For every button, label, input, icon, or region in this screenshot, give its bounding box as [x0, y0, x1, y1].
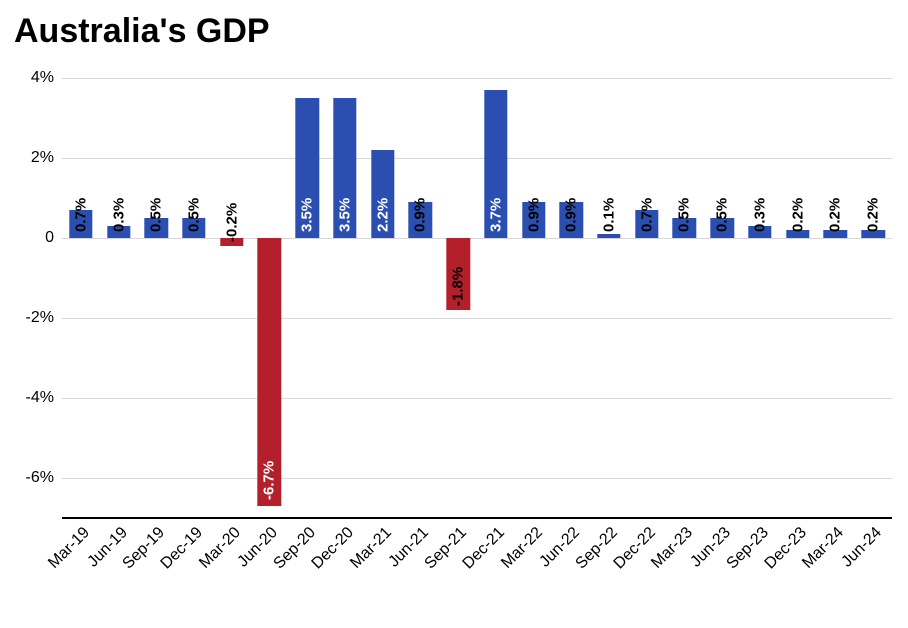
bar-value-label: 0.5%	[148, 198, 165, 232]
bar-slot: 0.9%Mar-22	[515, 78, 553, 518]
bar-slot: 0.5%Sep-19	[137, 78, 175, 518]
bar-value-label: 0.2%	[789, 198, 806, 232]
bar-value-label: 0.5%	[676, 198, 693, 232]
bar-slot: 0.3%Sep-23	[741, 78, 779, 518]
x-tick-label: Sep-23	[723, 524, 772, 573]
bar-slot: 3.5%Sep-20	[288, 78, 326, 518]
bar-value-label: 0.3%	[751, 198, 768, 232]
bar-slot: -0.2%Mar-20	[213, 78, 251, 518]
x-tick-label: Mar-21	[347, 524, 396, 573]
bar-slot: 3.5%Dec-20	[326, 78, 364, 518]
bar-value-label: 0.7%	[72, 198, 89, 232]
x-tick-label: Mar-22	[498, 524, 547, 573]
bar-value-label: 3.7%	[487, 198, 504, 232]
bar-value-label: -0.2%	[223, 203, 240, 242]
bar-slot: 0.5%Jun-23	[703, 78, 741, 518]
x-tick-label: Mar-19	[45, 524, 94, 573]
y-tick-label: -2%	[26, 309, 62, 327]
bar-value-label: 0.9%	[412, 198, 429, 232]
bar-value-label: 0.5%	[186, 198, 203, 232]
bar-value-label: 0.9%	[563, 198, 580, 232]
bar-value-label: 0.5%	[714, 198, 731, 232]
bar-value-label: -6.7%	[261, 461, 278, 500]
x-tick-label: Mar-23	[649, 524, 698, 573]
gdp-bar-chart: Australia's GDP 4%2%0-2%-4%-6%0.7%Mar-19…	[0, 0, 908, 628]
bar-slot: -1.8%Sep-21	[439, 78, 477, 518]
y-tick-label: -6%	[26, 469, 62, 487]
x-tick-label: Sep-20	[271, 524, 320, 573]
bar-slot: 0.2%Jun-24	[854, 78, 892, 518]
chart-title: Australia's GDP	[14, 12, 270, 51]
x-tick-label: Sep-21	[422, 524, 471, 573]
y-tick-label: -4%	[26, 389, 62, 407]
bar-value-label: 0.3%	[110, 198, 127, 232]
bar-value-label: 0.7%	[638, 198, 655, 232]
bar-slot: 3.7%Dec-21	[477, 78, 515, 518]
bar-slot: 0.3%Jun-19	[100, 78, 138, 518]
plot-area: 4%2%0-2%-4%-6%0.7%Mar-190.3%Jun-190.5%Se…	[62, 78, 892, 518]
y-tick-label: 0	[45, 229, 62, 247]
x-tick-label: Jun-24	[839, 524, 886, 571]
y-tick-label: 2%	[31, 149, 62, 167]
bar-slot: -6.7%Jun-20	[251, 78, 289, 518]
bar-value-label: 0.2%	[827, 198, 844, 232]
bar-slot: 2.2%Mar-21	[364, 78, 402, 518]
bar-slot: 0.2%Dec-23	[779, 78, 817, 518]
x-tick-label: Sep-22	[573, 524, 622, 573]
bar	[597, 234, 620, 238]
y-tick-label: 4%	[31, 69, 62, 87]
bar-value-label: 0.1%	[601, 198, 618, 232]
bar-value-label: 0.9%	[525, 198, 542, 232]
bar-value-label: 3.5%	[336, 198, 353, 232]
bar-slot: 0.7%Dec-22	[628, 78, 666, 518]
bar-value-label: 0.2%	[865, 198, 882, 232]
bar-value-label: -1.8%	[450, 267, 467, 306]
bar-slot: 0.5%Mar-23	[666, 78, 704, 518]
bar-slot: 0.9%Jun-22	[552, 78, 590, 518]
x-tick-label: Mar-20	[196, 524, 245, 573]
bar-value-label: 2.2%	[374, 198, 391, 232]
bar-slot: 0.9%Jun-21	[402, 78, 440, 518]
bar-slot: 0.5%Dec-19	[175, 78, 213, 518]
bar-slot: 0.1%Sep-22	[590, 78, 628, 518]
bars-layer: 0.7%Mar-190.3%Jun-190.5%Sep-190.5%Dec-19…	[62, 78, 892, 518]
bar-value-label: 3.5%	[299, 198, 316, 232]
bar-slot: 0.2%Mar-24	[817, 78, 855, 518]
bar-slot: 0.7%Mar-19	[62, 78, 100, 518]
